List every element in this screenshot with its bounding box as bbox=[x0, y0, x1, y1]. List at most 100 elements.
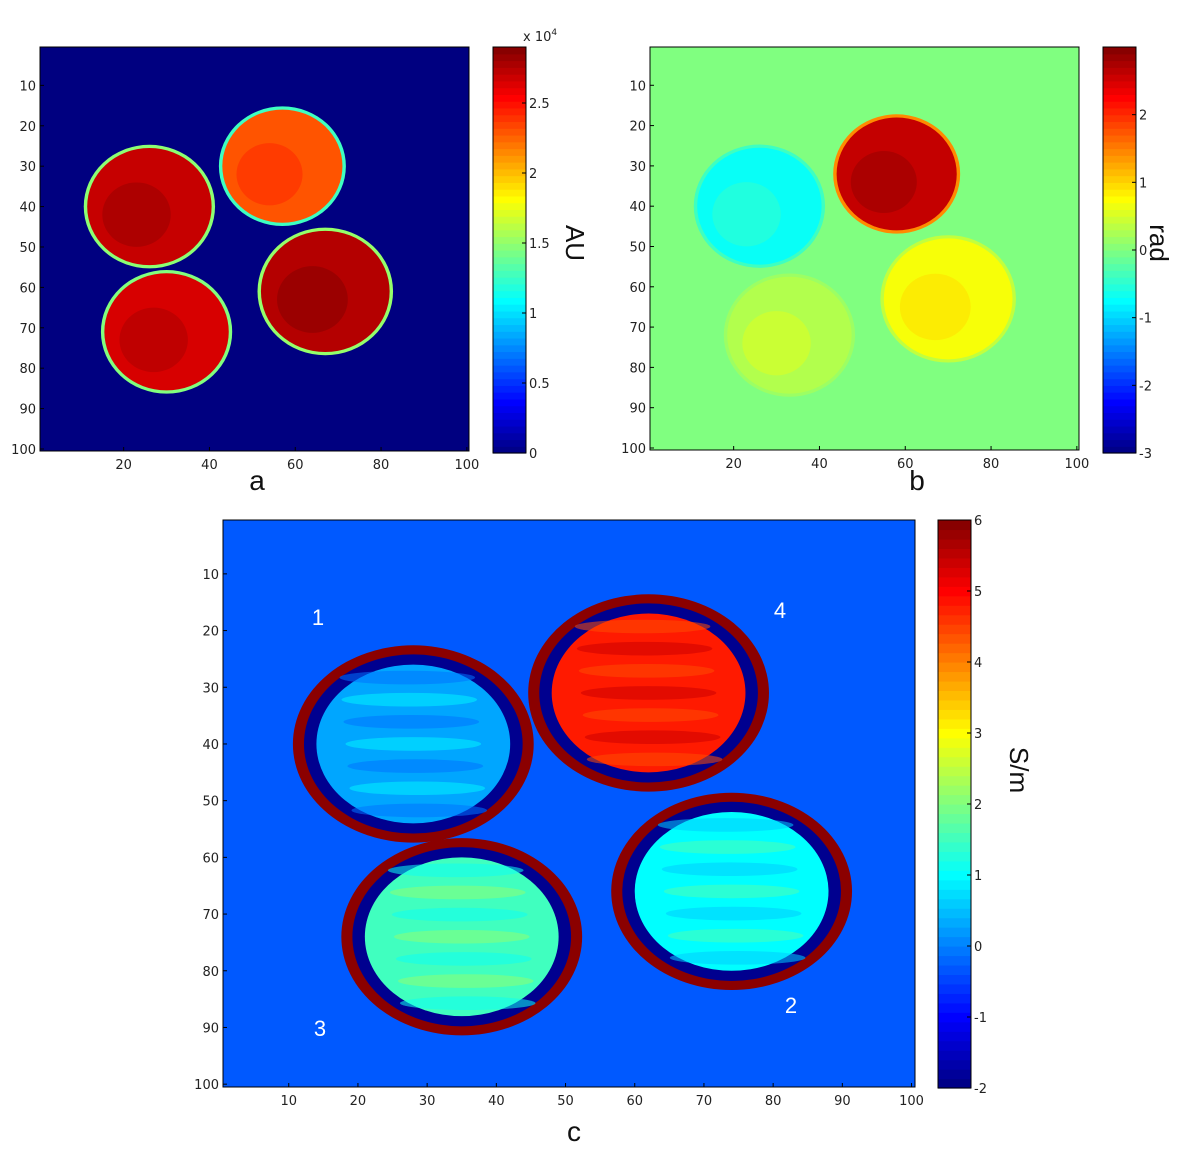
colorbar-segment bbox=[493, 358, 526, 366]
panel-label: a bbox=[249, 465, 265, 496]
y-tick-label: 40 bbox=[629, 200, 646, 215]
colorbar-tick-label: 6 bbox=[974, 514, 982, 529]
colorbar-segment bbox=[1103, 277, 1136, 285]
colorbar-segment bbox=[938, 917, 971, 928]
colorbar-segment bbox=[493, 344, 526, 353]
colorbar-segment bbox=[493, 60, 526, 68]
colorbar-segment bbox=[1103, 101, 1136, 109]
colorbar-segment bbox=[938, 766, 971, 777]
colorbar-segment bbox=[493, 195, 526, 204]
colorbar-segment bbox=[1103, 446, 1136, 454]
y-tick-label: 90 bbox=[202, 1021, 219, 1036]
x-tick-label: 30 bbox=[419, 1094, 436, 1109]
colorbar-segment bbox=[493, 425, 526, 434]
colorbar-segment bbox=[493, 283, 526, 292]
x-tick-label: 20 bbox=[350, 1094, 367, 1109]
y-tick-label: 20 bbox=[629, 120, 646, 135]
colorbar-segment bbox=[938, 841, 971, 852]
colorbar-segment bbox=[493, 243, 526, 251]
colorbar-tick-label: 2 bbox=[1139, 109, 1147, 124]
colorbar-segment bbox=[938, 879, 971, 890]
object-core bbox=[850, 150, 917, 214]
y-tick-label: 70 bbox=[19, 322, 36, 337]
colorbar-segment bbox=[938, 538, 971, 549]
colorbar-segment bbox=[493, 209, 526, 217]
x-tick-label: 40 bbox=[488, 1094, 505, 1109]
colorbar-segment bbox=[493, 432, 526, 441]
colorbar-segment bbox=[493, 310, 526, 319]
colorbar-segment bbox=[938, 671, 971, 682]
y-tick-label: 50 bbox=[629, 240, 646, 255]
colorbar-label: S/m bbox=[1004, 747, 1034, 793]
colorbar-segment bbox=[493, 128, 526, 136]
colorbar-segment bbox=[938, 1021, 971, 1032]
colorbar-segment bbox=[938, 652, 971, 663]
object-stripe bbox=[657, 818, 794, 832]
y-tick-label: 20 bbox=[19, 120, 36, 135]
colorbar-segment bbox=[493, 121, 526, 129]
y-tick-label: 90 bbox=[629, 402, 646, 417]
colorbar-segment bbox=[1103, 47, 1136, 55]
colorbar-segment bbox=[493, 222, 526, 231]
y-tick-label: 80 bbox=[629, 361, 646, 376]
colorbar-segment bbox=[938, 775, 971, 786]
colorbar-tick-label: -2 bbox=[974, 1082, 987, 1097]
colorbar-segment bbox=[938, 737, 971, 748]
object-stripe bbox=[576, 641, 713, 656]
colorbar-segment bbox=[938, 1012, 971, 1023]
object-stripe bbox=[341, 692, 478, 707]
object-stripe bbox=[584, 730, 721, 745]
object-stripe bbox=[399, 996, 536, 1010]
colorbar-segment bbox=[938, 1050, 971, 1061]
x-tick-label: 60 bbox=[626, 1094, 643, 1109]
colorbar-segment bbox=[938, 1059, 971, 1070]
colorbar-tick-label: 1.5 bbox=[529, 237, 550, 252]
colorbar-segment bbox=[938, 709, 971, 720]
object-core bbox=[119, 307, 188, 373]
y-tick-label: 100 bbox=[621, 442, 646, 457]
colorbar-segment bbox=[493, 236, 526, 244]
colorbar-segment bbox=[938, 870, 971, 881]
y-tick-label: 30 bbox=[19, 160, 36, 175]
y-tick-label: 20 bbox=[202, 625, 219, 640]
colorbar-segment bbox=[493, 256, 526, 265]
colorbar-segment bbox=[938, 576, 971, 587]
colorbar-segment bbox=[1103, 182, 1136, 190]
object-stripe bbox=[667, 928, 804, 943]
object-label: 2 bbox=[785, 993, 797, 1018]
colorbar-frame bbox=[492, 46, 527, 454]
x-tick-label: 80 bbox=[373, 458, 390, 473]
colorbar-segment bbox=[493, 107, 526, 116]
colorbar-segment bbox=[938, 520, 971, 531]
colorbar-segment bbox=[1103, 398, 1136, 407]
colorbar-segment bbox=[493, 317, 526, 326]
colorbar-segment bbox=[493, 290, 526, 298]
colorbar-segment bbox=[1103, 250, 1136, 258]
colorbar-segment bbox=[1103, 412, 1136, 420]
object-core bbox=[712, 182, 781, 247]
colorbar-segment bbox=[493, 351, 526, 359]
object-core bbox=[277, 266, 348, 333]
object-stripe bbox=[582, 708, 719, 722]
colorbar-segment bbox=[1103, 209, 1136, 217]
colorbar-segment bbox=[493, 148, 526, 156]
object-stripe bbox=[347, 759, 484, 773]
colorbar-segment bbox=[1103, 189, 1136, 197]
colorbar-segment bbox=[493, 87, 526, 95]
x-tick-label: 40 bbox=[201, 458, 218, 473]
colorbar-segment bbox=[938, 822, 971, 833]
colorbar-segment bbox=[493, 229, 526, 238]
colorbar-segment bbox=[1103, 107, 1136, 116]
colorbar-segment bbox=[1103, 155, 1136, 163]
object-label: 1 bbox=[312, 605, 324, 630]
colorbar-segment bbox=[1103, 270, 1136, 278]
colorbar-segment bbox=[938, 1040, 971, 1051]
colorbar-segment bbox=[1103, 317, 1136, 326]
object-stripe bbox=[343, 715, 480, 729]
colorbar-segment bbox=[493, 297, 526, 305]
colorbar-segment bbox=[1103, 175, 1136, 183]
object-stripe bbox=[351, 803, 488, 818]
y-tick-label: 80 bbox=[19, 362, 36, 377]
colorbar-segment bbox=[1103, 439, 1136, 447]
colorbar-segment bbox=[938, 964, 971, 975]
